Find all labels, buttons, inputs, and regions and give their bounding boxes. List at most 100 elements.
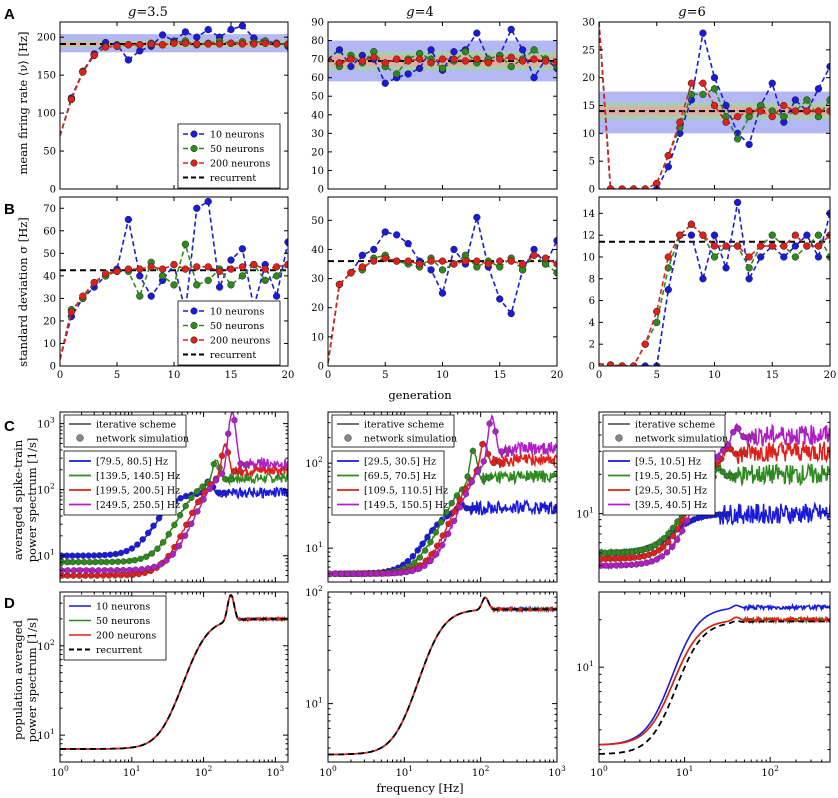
data-point-n200 <box>757 242 765 250</box>
ylabel-c-line1: averaged spike-train <box>11 439 25 560</box>
simulation-point-purple <box>194 508 201 515</box>
data-point-n200 <box>393 257 401 265</box>
data-point-n200 <box>181 265 190 273</box>
simulation-point-n50 <box>75 558 82 566</box>
ylabel-a: mean firing rate ⟨ν⟩ [Hz] <box>16 31 30 174</box>
x-tick-label: 15 <box>766 370 779 381</box>
data-point-n200 <box>438 257 447 265</box>
simulation-point-n50 <box>421 547 429 554</box>
data-point-n200 <box>641 185 649 189</box>
data-point-n200 <box>745 253 753 261</box>
data-point-n10 <box>404 239 412 248</box>
y-tick-label: 20 <box>582 73 595 84</box>
column-title-g35: g=3.5 <box>128 5 168 20</box>
data-point-n200 <box>335 59 344 67</box>
simulation-point-n50 <box>188 494 195 502</box>
data-point-n200 <box>158 41 167 49</box>
data-point-n10 <box>393 231 401 239</box>
simulation-point-n50 <box>651 541 659 549</box>
data-point-n200 <box>335 280 344 289</box>
data-point-n200 <box>204 40 212 48</box>
data-point-n200 <box>147 40 155 48</box>
data-point-n200 <box>381 59 389 67</box>
simulation-point-n200 <box>236 467 244 475</box>
x-tick-label: 10 <box>168 370 181 381</box>
simulation-point-n10 <box>409 553 417 560</box>
x-tick-label: 100 <box>319 764 337 779</box>
simulation-point-n50 <box>182 502 189 510</box>
data-point-n10 <box>381 228 389 236</box>
legend-marker <box>344 434 352 442</box>
data-point-n50 <box>393 70 401 78</box>
plot-area-A3 <box>599 22 830 189</box>
simulation-point-n50 <box>92 558 99 566</box>
data-point-n10 <box>699 275 707 283</box>
ylabel-c-line2: power spectrum [1/s] <box>25 438 39 563</box>
y-tick-label: 102 <box>305 584 323 599</box>
data-point-n200 <box>733 242 742 250</box>
data-point-n200 <box>90 278 98 287</box>
panel-A3: 0 5 10 15 20 25 30 <box>582 18 831 196</box>
y-tick-label: 8 <box>589 274 595 285</box>
series-line-n50 <box>328 48 557 76</box>
data-point-n200 <box>284 260 288 269</box>
data-point-n200 <box>101 43 110 51</box>
data-point-n50 <box>272 272 281 280</box>
simulation-point-n50 <box>86 558 93 566</box>
data-point-n50 <box>803 96 811 104</box>
population-spectrum-10-neurons <box>599 602 830 746</box>
data-point-n200 <box>653 307 661 316</box>
simulation-point-n50 <box>148 550 156 557</box>
legend-label-0: 10 neurons <box>210 307 264 318</box>
simulation-point-purple <box>679 527 686 535</box>
simulation-point-purple <box>480 458 487 465</box>
simulation-point-purple <box>212 477 220 484</box>
data-point-n10 <box>136 272 144 280</box>
legend-label-2: 200 neurons <box>96 631 156 642</box>
data-point-n10 <box>664 286 672 294</box>
simulation-point-n10 <box>128 545 136 552</box>
simulation-point-purple <box>95 567 102 574</box>
simulation-point-purple <box>350 570 357 577</box>
simulation-point-purple <box>188 520 195 528</box>
data-point-n200 <box>158 265 167 273</box>
simulation-point-purple <box>367 570 375 577</box>
data-point-n200 <box>791 107 799 115</box>
simulation-point-purple <box>504 447 511 454</box>
x-tick-label: 20 <box>824 370 837 381</box>
simulation-point-n200 <box>439 532 447 539</box>
data-point-n10 <box>745 140 753 149</box>
simulation-point-n10 <box>123 547 130 555</box>
x-tick-label: 102 <box>761 764 779 779</box>
simulation-point-purple <box>76 567 84 574</box>
panel-D1: 100 101 102 103 101 102 10 neurons 50 neurons 20… <box>37 591 289 779</box>
panel-D2: 100 101 102 103 101 102 <box>305 584 566 779</box>
data-point-n50 <box>181 240 190 248</box>
simulation-point-purple <box>157 561 164 568</box>
y-tick-label: 10 <box>582 252 595 263</box>
panel-D3: 100 101 102 101 <box>576 591 831 779</box>
simulation-point-n50 <box>114 558 122 565</box>
simulation-point-n50 <box>222 475 229 483</box>
simulation-point-n10 <box>144 529 152 537</box>
data-point-n200 <box>147 263 155 271</box>
simulation-point-purple <box>332 570 339 577</box>
simulation-point-purple <box>175 542 183 550</box>
x-tick-label: 20 <box>551 370 564 381</box>
x-tick-label: 20 <box>282 370 295 381</box>
y-tick-label: 14 <box>582 209 595 220</box>
data-point-n200 <box>664 151 672 160</box>
legend-marker <box>190 321 198 330</box>
x-tick-label: 102 <box>195 764 213 779</box>
data-point-n200 <box>768 242 776 250</box>
series-line-n200 <box>328 254 557 364</box>
data-point-n10 <box>415 64 424 73</box>
data-point-n10 <box>722 264 730 272</box>
simulation-point-purple <box>181 532 189 539</box>
simulation-point-purple <box>433 550 440 558</box>
simulation-point-n10 <box>220 489 228 496</box>
data-point-n200 <box>722 242 730 250</box>
data-point-n10 <box>136 47 144 55</box>
data-point-n200 <box>215 267 224 276</box>
plot-area-D3 <box>599 602 830 755</box>
